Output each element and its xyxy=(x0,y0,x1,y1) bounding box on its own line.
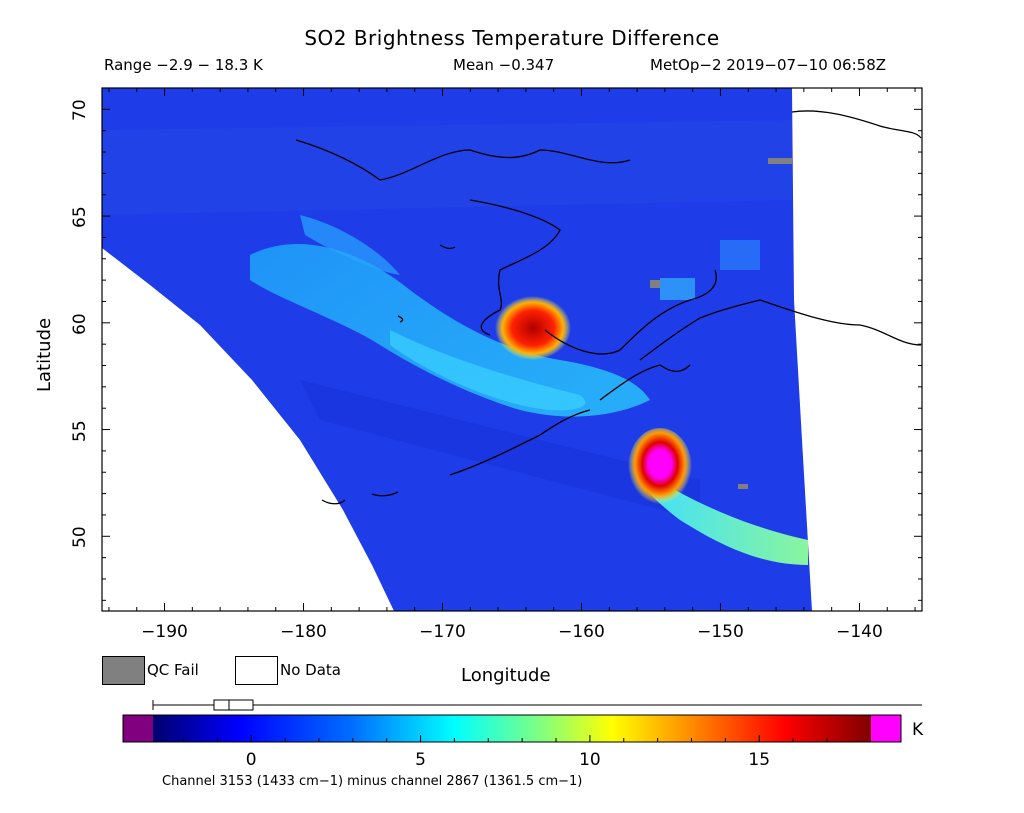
qc-fail-label: QC Fail xyxy=(147,661,199,679)
mean-text: Mean −0.347 xyxy=(453,56,555,74)
so2-hotspot-north xyxy=(495,296,571,360)
x-tick-label: −180 xyxy=(280,622,327,642)
x-tick-label: −160 xyxy=(558,622,605,642)
y-tick-label: 65 xyxy=(70,206,90,229)
y-tick-marks xyxy=(102,87,922,601)
source-text: MetOp−2 2019−07−10 06:58Z xyxy=(650,56,887,74)
colorbar-tick-label: 5 xyxy=(415,750,426,770)
y-tick-label: 70 xyxy=(70,99,90,122)
colorbar-over-swatch xyxy=(871,715,901,742)
colorbar-under-swatch xyxy=(123,715,153,742)
plot-title: SO2 Brightness Temperature Difference xyxy=(304,26,720,50)
x-tick-marks xyxy=(108,88,916,611)
plot-frame xyxy=(101,87,923,612)
x-tick-label: −170 xyxy=(419,622,466,642)
y-tick-label: 60 xyxy=(70,313,90,335)
colorbar-tick-label: 0 xyxy=(245,750,257,770)
qc-fail-swatch xyxy=(102,656,145,685)
colorbar-tick-label: 15 xyxy=(748,750,771,770)
range-text: Range −2.9 − 18.3 K xyxy=(104,56,263,74)
x-tick-label: −140 xyxy=(836,622,883,642)
x-tick-label: −150 xyxy=(697,622,744,642)
colorbar xyxy=(153,715,871,742)
colorbar-tick-label: 10 xyxy=(579,750,601,770)
coastlines xyxy=(295,110,922,505)
no-data-swatch xyxy=(235,656,278,685)
no-data-label: No Data xyxy=(280,661,341,679)
x-axis-label: Longitude xyxy=(461,665,551,686)
y-axis-label: Latitude xyxy=(34,317,55,392)
so2-hotspot-south xyxy=(628,428,692,508)
x-tick-label: −190 xyxy=(141,622,188,642)
colorbar-tick-marks xyxy=(182,735,828,742)
so2-plume xyxy=(250,243,650,417)
y-tick-label: 55 xyxy=(70,419,90,442)
y-tick-label: 50 xyxy=(70,526,90,549)
colorbar-unit: K xyxy=(912,720,924,740)
distribution-boxplot xyxy=(152,699,922,711)
colorbar-caption: Channel 3153 (1433 cm−1) minus channel 2… xyxy=(162,774,583,789)
